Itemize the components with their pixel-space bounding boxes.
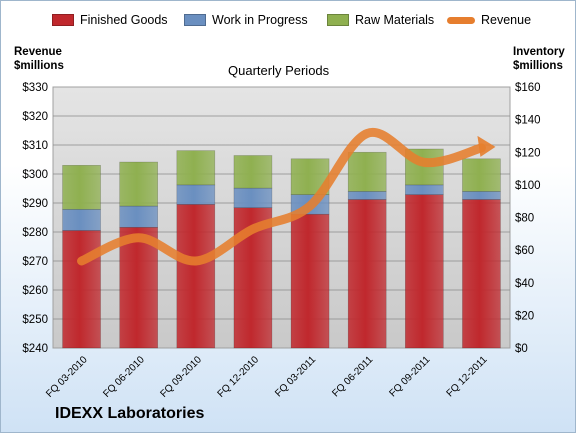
- x-tick-label: FQ 06-2010: [101, 354, 147, 400]
- left-tick-label: $330: [22, 82, 48, 94]
- bar-work-in-progress: [62, 209, 101, 231]
- right-tick-label: $160: [515, 82, 541, 94]
- bar-raw-materials: [347, 151, 387, 192]
- x-tick-label: FQ 03-2010: [44, 354, 90, 400]
- left-tick-label: $250: [22, 314, 48, 326]
- legend-item-raw-materials: Raw Materials: [327, 10, 434, 30]
- right-tick-label: $140: [515, 115, 541, 127]
- right-tick-label: $100: [515, 180, 541, 192]
- left-tick-label: $260: [22, 285, 48, 297]
- bar-finished-goods: [347, 199, 387, 349]
- right-axis-title-line1: Inventory: [513, 46, 565, 58]
- bar-raw-materials: [176, 150, 216, 186]
- legend-item-work-in-progress: Work in Progress: [184, 10, 308, 30]
- bar-work-in-progress: [347, 191, 387, 200]
- chart-subtitle: Quarterly Periods: [228, 63, 330, 78]
- bar-raw-materials: [462, 158, 501, 192]
- legend-label-revenue: Revenue: [481, 13, 532, 27]
- bar-work-in-progress: [233, 187, 273, 209]
- left-tick-label: $280: [22, 227, 48, 239]
- x-tick-label: FQ 06-2011: [330, 354, 375, 399]
- x-tick-label: FQ 09-2011: [387, 354, 432, 399]
- left-tick-label: $240: [22, 343, 48, 355]
- legend-line-revenue: [447, 16, 475, 24]
- left-axis-title-line2: $millions: [14, 60, 64, 72]
- revenue-line: [77, 127, 486, 266]
- x-tick-label: FQ 12-2011: [445, 354, 490, 399]
- bar-raw-materials: [62, 165, 101, 210]
- right-tick-label: $20: [515, 310, 534, 322]
- left-tick-label: $310: [22, 140, 48, 152]
- bar-raw-materials: [233, 155, 273, 189]
- company-name: IDEXX Laboratories: [55, 405, 205, 422]
- legend-label-work-in-progress: Work in Progress: [212, 13, 308, 27]
- left-axis-title-line1: Revenue: [14, 46, 62, 58]
- x-tick-label: FQ 03-2011: [273, 354, 318, 399]
- bar-raw-materials: [119, 161, 158, 207]
- bar-work-in-progress: [462, 191, 501, 200]
- right-tick-label: $40: [515, 278, 534, 290]
- right-tick-label: $0: [515, 343, 528, 355]
- revenue-arrowhead: [477, 135, 496, 157]
- bar-work-in-progress: [176, 184, 216, 205]
- right-tick-label: $80: [515, 213, 534, 225]
- x-tick-label: FQ 09-2010: [158, 354, 204, 400]
- bar-finished-goods: [405, 194, 444, 349]
- x-tick-label: FQ 12-2010: [216, 354, 262, 400]
- bar-finished-goods: [462, 199, 501, 349]
- bar-work-in-progress: [119, 205, 158, 228]
- legend-item-revenue: Revenue: [447, 10, 531, 30]
- left-tick-label: $320: [22, 111, 48, 123]
- left-axis-title: Revenue $millions: [14, 45, 64, 73]
- left-tick-label: $290: [22, 198, 48, 210]
- bar-finished-goods: [290, 213, 330, 349]
- legend-label-raw-materials: Raw Materials: [355, 13, 435, 27]
- right-axis-title-line2: $millions: [513, 60, 563, 72]
- right-tick-label: $60: [515, 245, 534, 257]
- legend-item-finished-goods: Finished Goods: [52, 10, 168, 30]
- bar-finished-goods: [176, 204, 216, 349]
- left-tick-label: $270: [22, 256, 48, 268]
- legend-label-finished-goods: Finished Goods: [80, 13, 168, 27]
- legend-swatch-finished-goods: [52, 14, 74, 26]
- right-tick-label: $120: [515, 147, 541, 159]
- bar-finished-goods: [62, 230, 101, 349]
- legend: Finished Goods Work in Progress Raw Mate…: [52, 10, 552, 30]
- legend-swatch-work-in-progress: [184, 14, 206, 26]
- right-axis-title: Inventory $millions: [513, 45, 565, 73]
- left-tick-label: $300: [22, 169, 48, 181]
- bar-work-in-progress: [405, 184, 444, 195]
- legend-swatch-raw-materials: [327, 14, 349, 26]
